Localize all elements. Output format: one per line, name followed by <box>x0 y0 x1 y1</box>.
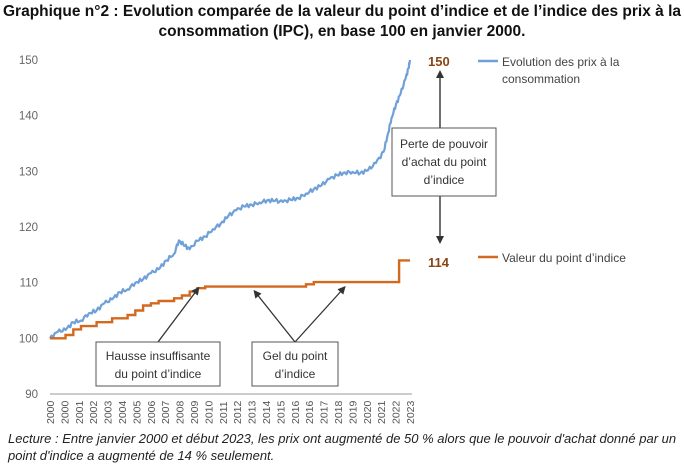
annotation-gel-line-1: Gel du point <box>263 349 328 363</box>
y-tick-label: 140 <box>19 111 38 123</box>
x-tick-label: 2016 <box>304 400 316 424</box>
series-line-ipc <box>49 59 412 339</box>
x-tick-label: 2011 <box>218 401 230 424</box>
x-tick-label: 2021 <box>376 400 388 424</box>
x-tick-label: 2005 <box>131 400 143 424</box>
y-tick-label: 110 <box>20 278 38 290</box>
annotation-box-hausse <box>95 341 221 387</box>
chart-title: Graphique n°2 : Evolution comparée de la… <box>0 2 684 42</box>
annotation-perte-line-3: d’indice <box>424 173 465 187</box>
x-tick-label: 2012 <box>232 400 244 424</box>
x-tick-label: 2006 <box>146 400 158 424</box>
arrow-gel-left <box>253 289 296 343</box>
x-tick-label: 2013 <box>247 400 259 424</box>
annotation-box-perte <box>391 127 497 197</box>
annotation-perte-line-1: Perte de pouvoir <box>400 137 488 151</box>
annotation-perte-line-2: d’achat du point <box>402 155 487 169</box>
x-tick-label: 2002 <box>88 400 100 424</box>
title-line-1: Graphique n°2 : Evolution comparée de la… <box>2 3 681 20</box>
x-tick-label: 2022 <box>391 400 403 424</box>
x-tick-label: 2020 <box>362 400 374 424</box>
y-tick-label: 150 <box>19 55 38 67</box>
end-label-ipc: 150 <box>428 54 450 69</box>
x-tick-label: 2001 <box>74 400 86 424</box>
y-axis: 90 100 110 120 130 140 150 <box>19 55 38 401</box>
y-tick-label: 90 <box>25 389 38 401</box>
arrow-gel-right <box>294 286 346 343</box>
legend-label-ipc: Evolution des prix à la consommation <box>502 55 623 86</box>
x-tick-label: 2004 <box>117 400 129 424</box>
caption: Lecture : Entre janvier 2000 et début 20… <box>8 430 680 464</box>
x-tick-label: 2009 <box>189 400 201 424</box>
x-tick-label: 2018 <box>333 400 345 424</box>
x-tick-label: 2017 <box>319 400 331 424</box>
annotation-box-gel <box>251 341 339 387</box>
caption-line-2: point d'indice a augmenté de 14 % seulem… <box>8 448 275 463</box>
annotation-hausse-line-2: du point d’indice <box>115 367 202 381</box>
x-tick-label: 2003 <box>103 400 115 424</box>
title-line-2: consommation (IPC), en base 100 en janvi… <box>158 23 526 40</box>
legend-label-point: Valeur du point d’indice <box>502 251 626 265</box>
x-tick-label: 2008 <box>175 400 187 424</box>
series-line-point-indice <box>50 259 410 340</box>
y-tick-label: 120 <box>19 222 38 234</box>
y-tick-label: 100 <box>19 333 38 345</box>
x-tick-label: 2023 <box>405 400 417 424</box>
x-tick-label: 2016 <box>290 400 302 424</box>
y-tick-label: 130 <box>19 166 38 178</box>
end-label-point: 114 <box>428 255 450 270</box>
x-tick-label: 2000 <box>59 400 71 424</box>
x-tick-label: 2010 <box>203 400 215 424</box>
annotation-gel-line-2: d’indice <box>275 367 316 381</box>
x-tick-label: 2015 <box>275 400 287 424</box>
x-tick-label: 2007 <box>160 400 172 424</box>
x-tick-label: 2000 <box>45 400 57 424</box>
x-axis: 2000 2000 2001 2002 2003 2004 2005 2006 2007 2008… <box>45 400 417 424</box>
x-tick-label: 2019 <box>347 400 359 424</box>
arrow-hausse <box>157 286 200 343</box>
x-tick-label: 2014 <box>261 400 273 424</box>
annotation-hausse-line-1: Hausse insuffisante <box>106 349 211 363</box>
caption-line-1: Lecture : Entre janvier 2000 et début 20… <box>8 431 677 446</box>
